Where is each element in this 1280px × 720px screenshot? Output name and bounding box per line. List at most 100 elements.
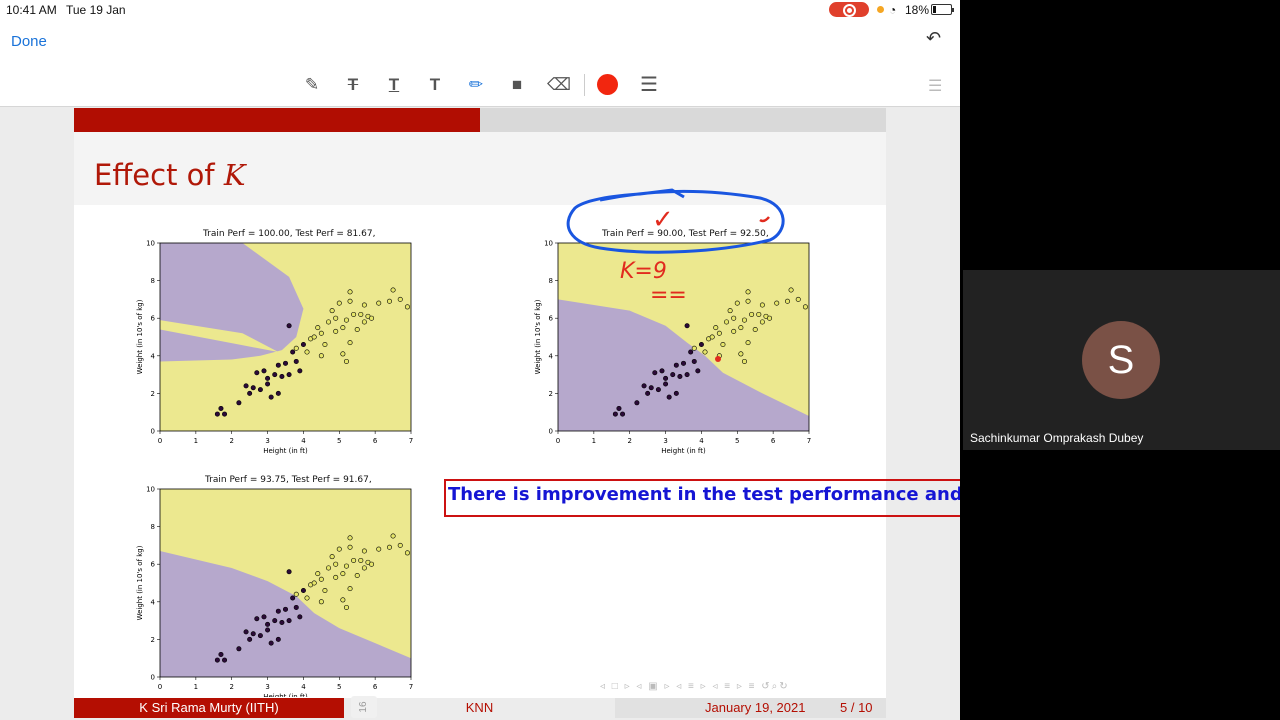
data-point [663,375,669,381]
data-point [698,342,704,348]
data-point [369,315,375,321]
toolbar-divider [584,74,585,96]
data-point [329,308,335,314]
x-tick-label: 7 [409,437,413,445]
data-point [376,546,382,552]
data-point [297,614,303,620]
x-tick-label: 5 [337,683,341,691]
stroke-width-icon[interactable]: ☰ [640,74,658,96]
slide-progress-fill [74,108,480,132]
data-point [265,381,271,387]
data-point [250,631,256,637]
data-point [261,368,267,374]
data-point [315,571,321,577]
ink-color-swatch[interactable] [597,74,618,95]
x-axis-label: Height (in ft) [661,447,706,455]
data-point [343,604,349,610]
data-point [333,574,339,580]
data-point [265,621,271,627]
x-tick-label: 2 [229,683,233,691]
data-point [257,387,263,393]
x-tick-label: 6 [373,683,378,691]
data-point [279,619,285,625]
list-icon[interactable]: ☰ [928,78,943,95]
footer-page-number: 5 / 10 [840,700,873,715]
annotation-box[interactable] [444,479,960,517]
pencil-icon[interactable]: ✏ [468,75,484,94]
data-point [361,302,367,308]
data-point [293,358,299,364]
data-point [318,576,324,582]
data-point [347,289,353,295]
x-axis-label: Height (in ft) [263,693,308,697]
data-point [745,298,751,304]
data-point [684,372,690,378]
pen-icon[interactable]: ✎ [304,75,320,94]
page-tab[interactable]: 16 [351,696,377,718]
screen-recording-icon[interactable] [829,2,869,17]
footer-date: January 19, 2021 [705,700,806,715]
data-point [358,311,364,317]
data-point [311,580,317,586]
data-point [315,325,321,331]
data-point [336,546,342,552]
y-axis-label: Weight (in 10's of kg) [136,299,144,374]
data-point [663,381,669,387]
data-point [340,351,346,357]
status-bar: 10:41 AM Tue 19 Jan ◔ 18% [0,0,960,20]
data-point [688,349,694,355]
x-tick-label: 4 [699,437,704,445]
data-point [297,368,303,374]
data-point [358,557,364,563]
data-point [659,368,665,374]
plot-canvas: 0 1 2 3 4 5 6 7 0 2 4 6 8 10 Height (in ft) Weight (in … [136,240,413,456]
data-point [724,319,730,325]
data-point [333,328,339,334]
y-tick-label: 4 [151,352,156,360]
data-point [254,616,260,622]
data-point [257,633,263,639]
text-icon[interactable]: T [429,75,441,94]
data-point [326,319,332,325]
data-point [347,544,353,550]
data-point [286,618,292,624]
data-point [293,604,299,610]
data-point [218,651,224,657]
data-point [293,591,299,597]
data-point [333,315,339,321]
data-point [720,342,726,348]
nav-bar: Done ↶ [0,20,960,64]
done-button[interactable]: Done [11,33,47,50]
x-tick-label: 1 [592,437,596,445]
y-tick-label: 0 [151,428,155,436]
data-point [275,608,281,614]
data-point [351,311,357,317]
data-point [376,300,382,306]
slide-progress-track [74,108,886,132]
eraser-icon[interactable]: ⌫ [547,75,572,94]
data-point [612,411,618,417]
data-point [655,387,661,393]
underline-text-icon[interactable]: T [388,75,400,94]
data-point [275,362,281,368]
data-point [347,298,353,304]
slide-footer: K Sri Rama Murty (IITH) KNN January 19, … [74,698,886,718]
beamer-navigation-icons[interactable]: ◃ □ ▹ ◃ ▣ ▹ ◃ ≡ ▹ ◃ ≡ ▹ ≡ ↺⌕↻ [600,681,790,692]
data-point [326,565,332,571]
data-point [272,618,278,624]
comment-icon[interactable]: ■ [511,75,523,94]
annotation-text: There is improvement in the test perform… [448,484,960,505]
undo-icon[interactable]: ↶ [926,28,942,48]
y-tick-label: 2 [151,390,155,398]
strikethrough-text-icon[interactable]: T [347,75,359,94]
slide-title-text: Effect of [94,158,224,192]
x-tick-label: 5 [735,437,739,445]
x-tick-label: 0 [556,437,560,445]
battery-icon [931,4,954,15]
data-point [247,636,253,642]
data-point [340,325,346,331]
plot-canvas: 0 1 2 3 4 5 6 7 0 2 4 6 8 10 Height (in ft) Weight (in … [534,240,811,456]
y-tick-label: 10 [544,240,553,248]
data-point [343,358,349,364]
footer-topic: KNN [344,698,615,718]
